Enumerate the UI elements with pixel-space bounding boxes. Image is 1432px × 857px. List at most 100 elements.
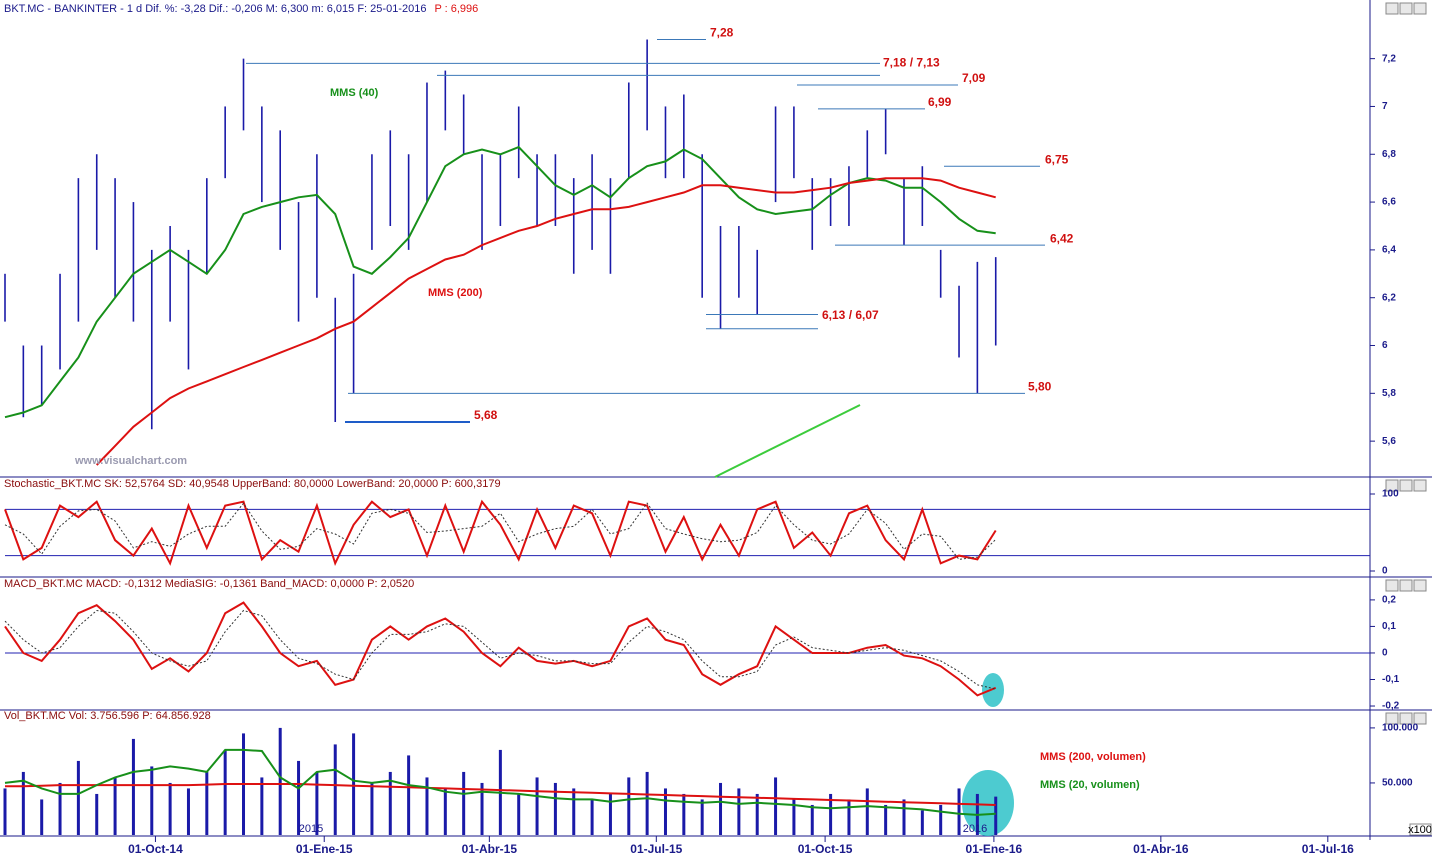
volume-bar	[205, 771, 209, 835]
series-line	[4, 601, 997, 697]
volume-bar	[792, 799, 796, 835]
button[interactable]	[1399, 712, 1413, 725]
level-label: 5,80	[1028, 380, 1052, 394]
volume-bar	[920, 810, 924, 835]
volume-bar	[572, 788, 576, 835]
volume-bar	[865, 788, 869, 835]
y-tick-label: 0	[1382, 566, 1388, 577]
volume-bar	[168, 782, 172, 835]
series-line	[95, 177, 996, 466]
watermark: www.visualchart.com	[74, 455, 187, 467]
y-tick-label: -0,2	[1382, 701, 1400, 712]
button[interactable]	[1413, 579, 1427, 592]
window-buttons	[1385, 2, 1427, 725]
y-tick-label: 5,6	[1382, 436, 1396, 447]
level-label: 6,99	[928, 95, 952, 109]
x-tick-label: 01-Abr-16	[1133, 842, 1189, 856]
y-tick-label: 6,8	[1382, 149, 1396, 160]
y-tick-label: 100	[1382, 489, 1399, 500]
volume-bar	[480, 782, 484, 835]
volume-bar	[131, 738, 135, 835]
unit-label: x100	[1408, 824, 1432, 836]
y-tick-label: 6	[1382, 340, 1388, 351]
series-line	[4, 145, 996, 419]
y-tick-label: 0	[1382, 648, 1388, 659]
volume-bar	[590, 799, 594, 835]
volume-bar	[21, 771, 25, 835]
series-label: MMS (40)	[330, 87, 379, 99]
volume-bar	[425, 777, 429, 835]
volume-bar	[663, 788, 667, 835]
panel-title: Vol_BKT.MC Vol: 3.756.596 P: 64.856.928	[4, 710, 211, 722]
volume-bar	[333, 744, 337, 835]
unit-box	[1409, 823, 1432, 836]
volume-bar	[315, 771, 319, 835]
highlight	[962, 770, 1014, 836]
volume-bar	[388, 771, 392, 835]
level-label: 7,09	[962, 71, 986, 85]
volume-bar	[370, 782, 374, 835]
series-line	[4, 609, 996, 690]
series-line	[5, 783, 996, 806]
volume-bar	[645, 771, 649, 835]
y-tick-label: 6,6	[1382, 197, 1396, 208]
volume-bar	[535, 777, 539, 835]
button[interactable]	[1385, 2, 1399, 15]
series-line	[4, 748, 996, 816]
button[interactable]	[1399, 479, 1413, 492]
x-tick-label: 01-Jul-15	[630, 842, 682, 856]
button[interactable]	[1413, 2, 1427, 15]
volume-bar	[76, 760, 80, 835]
price-label: P : 6,996	[434, 3, 478, 15]
x-tick-label: 01-Ene-15	[296, 842, 353, 856]
volume-bar	[902, 799, 906, 835]
volume-bar	[186, 788, 190, 835]
volume-bar	[3, 788, 7, 835]
volume-bar	[737, 788, 741, 835]
volume-bar	[517, 793, 521, 835]
trend-line	[714, 404, 861, 478]
button[interactable]	[1385, 712, 1399, 725]
volume-bar	[113, 777, 117, 835]
series-label: MMS (200, volumen)	[1040, 751, 1146, 763]
y-tick-label: -0,1	[1382, 674, 1400, 685]
volume-bar	[957, 788, 961, 835]
volume-bar	[774, 777, 778, 835]
volume-bar	[553, 782, 557, 835]
y-tick-label: 5,8	[1382, 388, 1396, 399]
volume-bar	[682, 793, 686, 835]
level-label: 7,18 / 7,13	[883, 56, 940, 70]
button[interactable]	[1385, 479, 1399, 492]
button[interactable]	[1413, 479, 1427, 492]
x-tick-label: 01-Oct-14	[128, 842, 183, 856]
volume-bar	[352, 733, 356, 835]
x-tick-label: 01-Oct-15	[798, 842, 853, 856]
volume-bar	[260, 777, 264, 835]
panel-title: Stochastic_BKT.MC SK: 52,5764 SD: 40,954…	[4, 478, 501, 490]
y-tick-label: 6,2	[1382, 292, 1396, 303]
panel-title: BKT.MC - BANKINTER - 1 d Dif. %: -3,28 D…	[4, 3, 426, 15]
button[interactable]	[1413, 712, 1427, 725]
y-tick-label: 100.000	[1382, 723, 1419, 734]
level-label: 6,13 / 6,07	[822, 308, 879, 322]
button[interactable]	[1399, 2, 1413, 15]
button[interactable]	[1399, 579, 1413, 592]
x-tick-label: 01-Abr-15	[462, 842, 518, 856]
volume-bar	[719, 782, 723, 835]
volume-bar	[223, 749, 227, 835]
button[interactable]	[1385, 579, 1399, 592]
y-tick-label: 7,2	[1382, 53, 1396, 64]
level-label: 7,28	[710, 26, 734, 40]
level-label: 5,68	[474, 408, 498, 422]
y-tick-label: 6,4	[1382, 245, 1396, 256]
series-label: MMS (20, volumen)	[1040, 779, 1140, 791]
series-label: MMS (200)	[428, 287, 483, 299]
volume-bar	[407, 755, 411, 835]
year-label: 2015	[299, 823, 323, 835]
volume-bar	[627, 777, 631, 835]
volume-bar	[95, 793, 99, 835]
volume-bar	[443, 788, 447, 835]
x-tick-label: 01-Ene-16	[966, 842, 1023, 856]
